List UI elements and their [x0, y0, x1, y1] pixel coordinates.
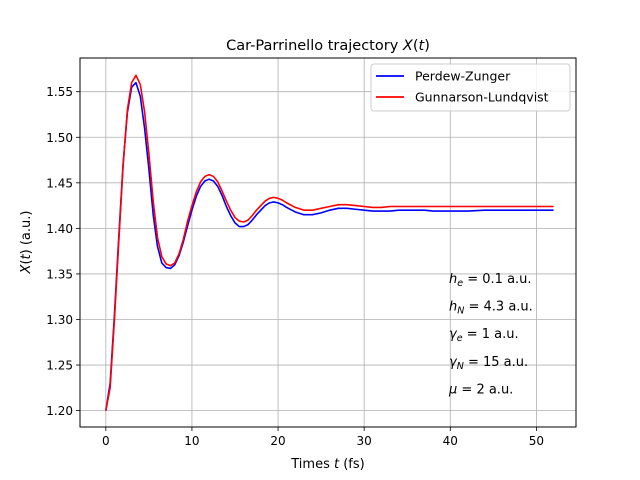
x-axis-label: Times t (fs) [290, 457, 364, 472]
grid [80, 58, 576, 427]
x-tick-label: 40 [443, 434, 458, 448]
y-tick-label: 1.35 [46, 267, 73, 281]
y-tick-label: 1.20 [46, 404, 73, 418]
y-tick-label: 1.50 [46, 131, 73, 145]
x-tick-label: 20 [270, 434, 285, 448]
x-tick-label: 0 [102, 434, 110, 448]
y-tick-label: 1.40 [46, 222, 73, 236]
y-axis-label: X(t) (a.u.) [19, 211, 34, 275]
x-tick-label: 30 [357, 434, 372, 448]
x-tick-label: 50 [529, 434, 544, 448]
axis-ticks: 0 10 20 30 40 50 1.20 1.25 1.30 1.35 1.40 1.45 1.50 1… [46, 85, 544, 448]
series-layer [105, 74, 554, 411]
series-line-1 [105, 74, 554, 411]
y-tick-label: 1.30 [46, 313, 73, 327]
y-tick-label: 1.55 [46, 85, 73, 99]
annotation-0: he = 0.1 a.u. [449, 272, 532, 289]
x-tick-label: 10 [184, 434, 199, 448]
legend-box [370, 63, 571, 112]
legend-label-1: Gunnarson-Lundqvist [415, 90, 549, 105]
legend: Perdew-Zunger Gunnarson-Lundqvist [370, 63, 571, 112]
chart-title: Car-Parrinello trajectory X(t) [226, 38, 430, 54]
annotation-2: γe = 1 a.u. [449, 327, 519, 344]
annotation-3: γN = 15 a.u. [449, 355, 528, 372]
legend-label-0: Perdew-Zunger [415, 69, 511, 84]
annotation-4: μ = 2 a.u. [448, 382, 513, 397]
series-line-0 [105, 81, 554, 411]
y-tick-label: 1.25 [46, 359, 73, 373]
plot-frame [79, 57, 577, 428]
annotation-1: hN = 4.3 a.u. [449, 300, 533, 317]
y-tick-label: 1.45 [46, 176, 73, 190]
annotations: he = 0.1 a.u. hN = 4.3 a.u. γe = 1 a.u. γN … [448, 272, 533, 397]
